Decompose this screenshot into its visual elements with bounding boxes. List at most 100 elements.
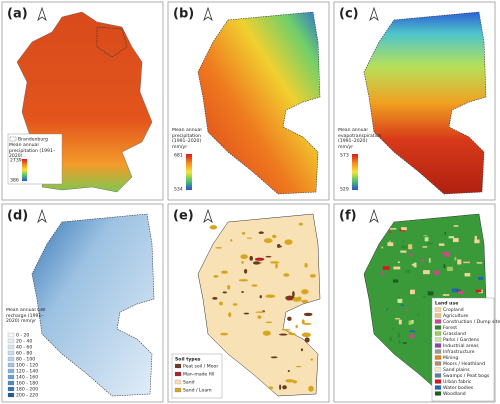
legend-text: Sand — [183, 380, 195, 386]
legend-text: 160 - 180 — [16, 381, 38, 387]
panel-label: (a) — [7, 7, 28, 22]
soil-patches — [209, 222, 316, 392]
landuse-patch — [457, 290, 464, 295]
legend-swatch — [434, 355, 442, 360]
panel-label: (c) — [339, 7, 359, 22]
panel-a: (a) Brandenburg Mean annual precipitatio… — [1, 1, 164, 201]
colorbar-min: 386 — [10, 178, 19, 184]
soil-patch — [303, 322, 312, 325]
legend-swatch — [174, 371, 182, 377]
landuse-patch — [464, 273, 471, 277]
landuse-patch — [402, 342, 407, 344]
soil-patch — [262, 330, 271, 336]
landuse-patch — [475, 289, 482, 293]
legend-text: 40 - 60 — [16, 345, 32, 351]
soil-patch — [287, 369, 290, 373]
legend-text: 80 - 100 — [16, 357, 35, 363]
soil-patch — [304, 337, 310, 343]
soil-patch — [292, 291, 295, 298]
legend-text: Moors / Heathland — [443, 361, 485, 367]
landuse-patches — [381, 225, 485, 394]
landuse-patch — [397, 261, 400, 264]
legend-swatch — [174, 379, 182, 385]
landuse-patch — [423, 235, 428, 237]
landuse-patch — [389, 231, 392, 233]
landuse-patch — [409, 253, 413, 257]
soil-patch — [259, 295, 262, 299]
landuse-patch — [399, 229, 406, 232]
legend-text: Water bodies — [443, 385, 474, 391]
landuse-patch — [398, 296, 401, 300]
colorbar-min: 529 — [340, 187, 349, 193]
soil-patch — [295, 365, 302, 368]
soil-patch — [227, 284, 231, 290]
landuse-patch — [456, 289, 461, 293]
landuse-patch — [398, 339, 401, 344]
soil-patch — [270, 356, 278, 359]
colorbar-max: 681 — [174, 153, 183, 159]
legend-swatch — [434, 343, 442, 348]
soil-patch — [265, 321, 273, 324]
landuse-patch — [401, 245, 408, 249]
legend-text: 100 - 120 — [16, 363, 38, 369]
legend-text: Brandenburg — [18, 137, 48, 143]
legend-title: Mean annual GW recharge (1991–2020) mm/y… — [6, 308, 46, 324]
soil-patch — [212, 297, 218, 300]
legend-swatch — [174, 387, 182, 393]
colorbar — [352, 154, 358, 190]
landuse-patch — [401, 227, 407, 231]
panel-label: (f) — [339, 209, 357, 224]
soil-patch — [238, 279, 249, 282]
landuse-patch — [390, 228, 397, 230]
soil-patch — [286, 297, 290, 301]
legend-text: Man-made fill — [183, 372, 214, 378]
legend-text: 200 - 220 — [16, 393, 38, 399]
soil-patch — [292, 380, 298, 384]
north-arrow — [369, 6, 379, 22]
landuse-patch — [400, 250, 407, 253]
landuse-patch — [405, 269, 411, 273]
soil-patch — [220, 332, 229, 336]
landuse-patch — [444, 252, 451, 257]
panel-f: (f) Land useCroplandAgricultureConstruct… — [333, 203, 500, 403]
soil-patch — [300, 348, 304, 352]
landuse-patch — [381, 271, 384, 275]
north-arrow — [37, 6, 47, 22]
soil-patch — [278, 333, 288, 336]
soil-patch — [253, 261, 260, 265]
soil-patch — [292, 297, 302, 302]
landuse-patch — [453, 225, 459, 227]
soil-patch — [272, 234, 277, 239]
soil-patch — [213, 275, 219, 278]
landuse-patch — [428, 258, 431, 263]
panel-label: (d) — [7, 209, 28, 224]
landuse-patch — [454, 257, 457, 261]
soil-patch — [251, 284, 258, 287]
soil-patch — [263, 238, 273, 244]
landuse-patch — [447, 266, 453, 272]
legend-text: Swamps / Peat bogs — [443, 373, 490, 379]
legend-title: Mean annual precipitation (1991–2020) — [9, 143, 56, 157]
soil-patch — [241, 231, 246, 235]
legend-swatch — [434, 379, 442, 384]
colorbar-max: 2739 — [10, 158, 22, 164]
landuse-patch — [421, 259, 425, 262]
soil-patch — [246, 237, 253, 239]
panel-c: (c) Mean annual evapotranspiration (1991… — [333, 1, 496, 201]
landuse-patch — [389, 240, 391, 245]
legend-text: Infrastructure — [443, 349, 475, 355]
soil-patch — [215, 246, 223, 249]
legend-swatch — [7, 362, 15, 368]
legend-swatch — [434, 361, 442, 366]
soil-patch — [219, 301, 223, 306]
soil-patch — [228, 312, 232, 318]
soil-patch — [243, 312, 250, 315]
soil-patch — [288, 331, 293, 335]
landuse-patch — [416, 313, 420, 316]
legend-title: Soil types — [175, 357, 201, 363]
legend-text: Peat soil / Moor — [183, 364, 218, 370]
soil-patch — [255, 311, 265, 314]
soil-patch — [232, 303, 238, 306]
landuse-patch — [448, 236, 455, 239]
